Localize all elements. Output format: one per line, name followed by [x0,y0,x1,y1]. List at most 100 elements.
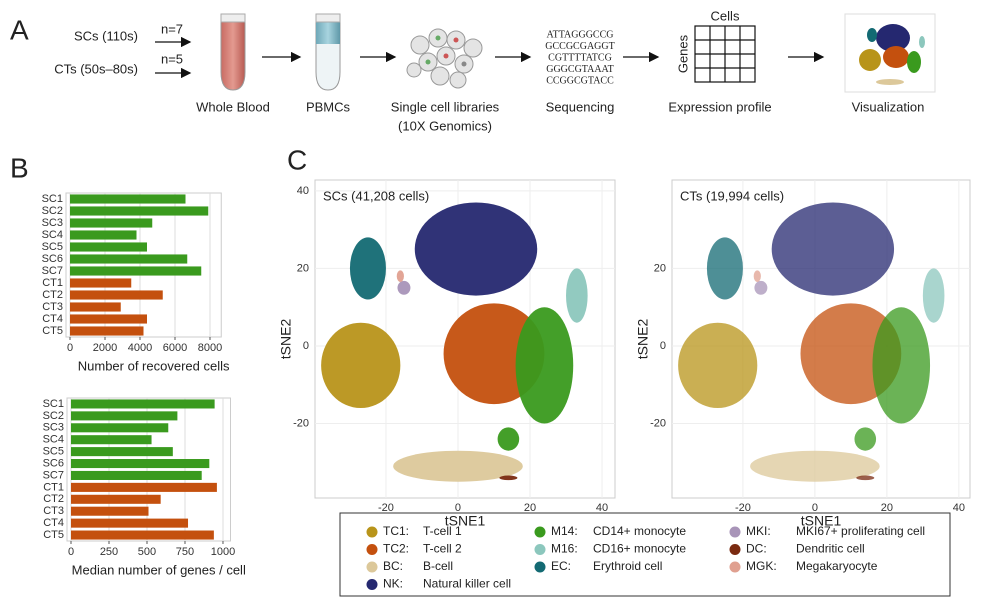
x-axis-label: tSNE1 [801,513,842,529]
legend-marker [534,544,546,555]
bar [71,506,149,516]
legend-name: CD16+ monocyte [593,542,686,556]
y-tick-label: CT1 [43,481,64,493]
cluster-cloud [750,450,880,482]
sequence-line: ATTAGGGCCG [547,29,614,40]
y-tick-label: 20 [297,262,309,274]
x-tick-label: 500 [138,546,156,558]
cluster-cloud [349,237,386,300]
x-tick-label: 40 [596,502,608,514]
bar [70,242,147,252]
x-tick-label: 0 [455,502,461,514]
step-label: Expression profile [668,99,771,114]
legend-abbr: M16: [551,542,578,556]
x-tick-label: 250 [100,546,118,558]
legend-abbr: TC2: [383,542,409,556]
legend-abbr: DC: [746,542,767,556]
bar [71,423,169,433]
cluster-cloud [854,427,877,451]
matrix-top: Cells [711,8,740,23]
y-tick-label: SC7 [43,469,64,481]
y-tick-label: CT5 [42,325,63,337]
bar [71,482,217,492]
cluster-cloud [771,202,895,296]
x-tick-label: 20 [881,502,893,514]
bar [70,266,202,276]
legend-name: T-cell 2 [423,542,462,556]
cluster-cloud [706,237,743,300]
y-tick-label: 20 [654,262,666,274]
bar [70,302,121,312]
bar [70,254,188,264]
y-tick-label: CT3 [43,505,64,517]
y-tick-label: SC4 [43,434,64,446]
legend-name: CD14+ monocyte [593,524,686,538]
x-axis-label: tSNE1 [445,513,486,529]
group-n: n=7 [161,21,183,36]
legend-name: MKI67+ proliferating cell [796,524,925,538]
bar [71,411,178,421]
cluster-cloud [499,475,518,481]
y-tick-label: SC3 [42,217,63,229]
sequence-line: CGTTTTATCG [548,52,612,63]
plot-area [66,397,231,542]
y-tick-label: SC4 [42,229,63,241]
y-tick-label: -20 [293,417,309,429]
legend-name: Megakaryocyte [796,559,878,573]
cluster-cloud [396,270,404,282]
bar [71,399,215,409]
legend-name: T-cell 1 [423,524,462,538]
x-tick-label: 6000 [163,342,187,354]
step-label: Visualization [852,99,925,114]
bar [70,314,147,324]
workflow-icons [155,13,936,93]
y-axis-label: tSNE2 [278,319,294,360]
plot-area [65,192,222,338]
y-tick-label: SC1 [43,398,64,410]
x-tick-label: 1000 [211,546,235,558]
y-tick-label: SC2 [43,410,64,422]
y-axis-label: tSNE2 [635,319,651,360]
bar [70,326,144,336]
plot-title: CTs (19,994 cells) [680,188,784,203]
y-tick-label: SC5 [42,241,63,253]
bar [70,206,209,216]
legend-name: Natural killer cell [423,577,511,591]
cluster-cloud [566,268,588,323]
legend-name: B-cell [423,559,453,573]
cluster-cloud [397,280,411,295]
y-tick-label: CT4 [43,517,64,529]
bar [71,518,189,528]
legend-abbr: EC: [551,559,571,573]
cluster-cloud [856,475,875,481]
y-tick-label: SC2 [42,205,63,217]
bar [71,447,173,457]
group-label: SCs (110s) [74,28,138,43]
bar [70,278,132,288]
x-tick-label: 8000 [198,342,222,354]
x-tick-label: 4000 [128,342,152,354]
y-tick-label: SC3 [43,422,64,434]
x-axis-label: Median number of genes / cell [72,562,246,577]
step-label: Single cell libraries [391,99,500,114]
group-n: n=5 [161,51,183,66]
cluster-cloud [321,322,401,409]
sequence-line: GGGCGTAAAT [546,64,614,75]
legend-marker [729,561,741,573]
y-tick-label: CT2 [42,289,63,301]
bar [70,290,163,300]
x-tick-label: 20 [524,502,536,514]
step-label: (10X Genomics) [398,118,492,133]
bar [71,459,210,469]
bar [70,218,153,228]
y-tick-label: SC6 [42,253,63,265]
step-label: Sequencing [546,99,615,114]
y-tick-label: CT1 [42,277,63,289]
group-label: CTs (50s–80s) [54,61,138,76]
y-tick-label: CT4 [42,313,63,325]
step-label: PBMCs [306,99,351,114]
legend-abbr: M14: [551,524,578,538]
x-tick-label: 0 [67,342,73,354]
y-tick-label: CT5 [43,529,64,541]
